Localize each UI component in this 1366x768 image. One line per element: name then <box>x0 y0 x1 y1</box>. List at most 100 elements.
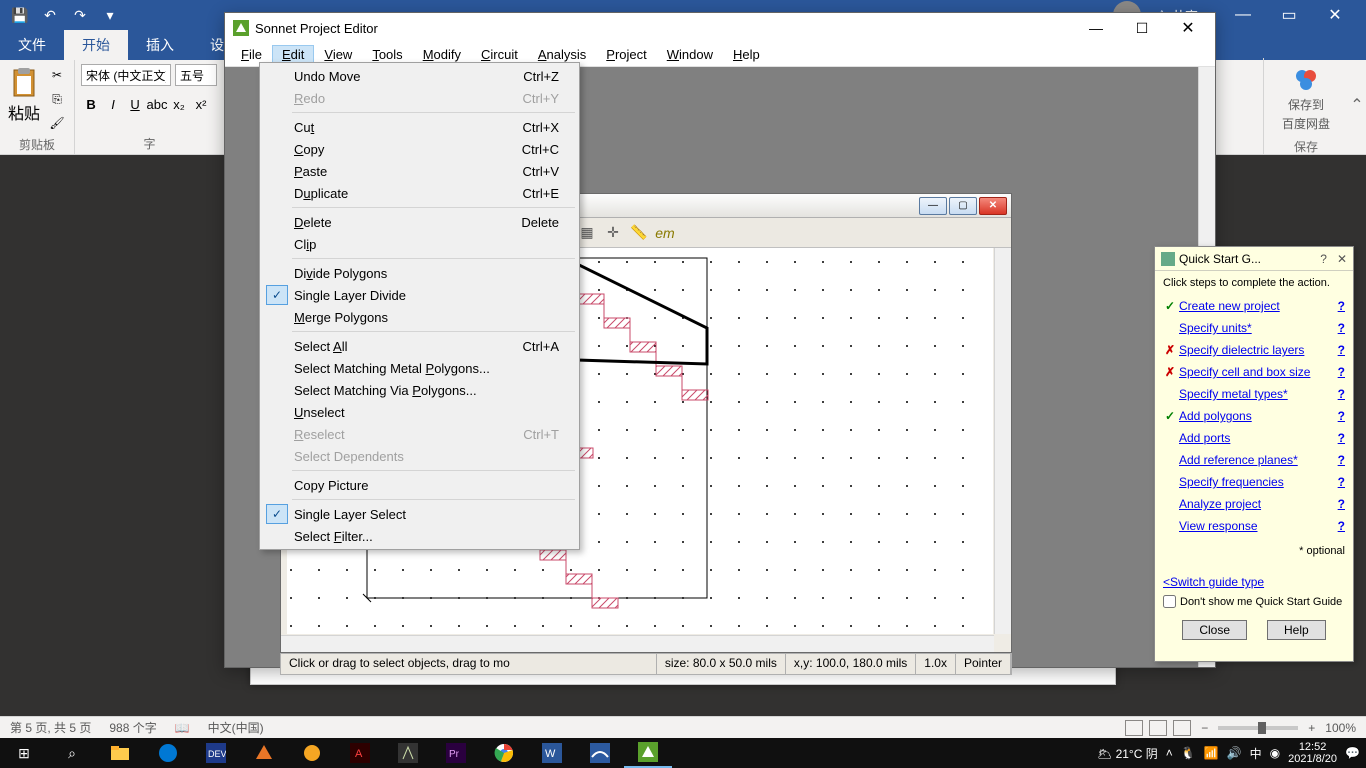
qsg-step-link[interactable]: View response <box>1179 519 1258 533</box>
edit-delete[interactable]: DeleteDelete <box>262 211 577 233</box>
edit-divide-polygons[interactable]: Divide Polygons <box>262 262 577 284</box>
premiere-icon[interactable]: Pr <box>432 738 480 768</box>
qsg-step-help[interactable]: ? <box>1338 431 1345 445</box>
qsg-step-link[interactable]: Add reference planes* <box>1179 453 1298 467</box>
word-icon[interactable]: W <box>528 738 576 768</box>
explorer-icon[interactable] <box>96 738 144 768</box>
minimize-icon[interactable]: — <box>919 197 947 215</box>
sonnet-taskbar-icon[interactable] <box>624 738 672 768</box>
qsg-step-help[interactable]: ? <box>1338 387 1345 401</box>
superscript-button[interactable]: x² <box>191 94 211 114</box>
qsg-step-link[interactable]: Specify metal types* <box>1179 387 1288 401</box>
qsg-switch-link[interactable]: <Switch guide type <box>1163 575 1264 589</box>
qsg-dont-show-input[interactable] <box>1163 595 1176 608</box>
underline-button[interactable]: U <box>125 94 145 114</box>
start-button[interactable]: ⊞ <box>0 738 48 768</box>
app2-icon[interactable] <box>576 738 624 768</box>
weather-widget[interactable]: 🌥 21°C 阴 <box>1097 745 1158 762</box>
qsg-step-help[interactable]: ? <box>1338 519 1345 533</box>
subscript-button[interactable]: x₂ <box>169 94 189 114</box>
edit-paste[interactable]: PasteCtrl+V <box>262 160 577 182</box>
edit-select-matching-metal-polygons-[interactable]: Select Matching Metal Polygons... <box>262 357 577 379</box>
search-icon[interactable]: ⌕ <box>48 738 96 768</box>
close-icon[interactable]: ✕ <box>1337 252 1347 266</box>
qsg-step-help[interactable]: ? <box>1338 343 1345 357</box>
tab-insert[interactable]: 插入 <box>128 30 192 60</box>
qsg-step-help[interactable]: ? <box>1338 321 1345 335</box>
format-painter-icon[interactable]: 🖌 <box>46 112 68 134</box>
qsg-step-link[interactable]: Specify cell and box size <box>1179 365 1310 379</box>
tray-volume-icon[interactable]: 🔊 <box>1227 746 1242 760</box>
bold-button[interactable]: B <box>81 94 101 114</box>
undo-icon[interactable]: ↶ <box>38 3 62 27</box>
qsg-step-help[interactable]: ? <box>1338 453 1345 467</box>
close-icon[interactable]: ✕ <box>979 197 1007 215</box>
qsg-titlebar[interactable]: Quick Start G... ? ✕ <box>1155 247 1353 271</box>
edit-unselect[interactable]: Unselect <box>262 401 577 423</box>
italic-button[interactable]: I <box>103 94 123 114</box>
em-icon[interactable]: em <box>653 221 677 245</box>
edit-single-layer-select[interactable]: ✓Single Layer Select <box>262 503 577 525</box>
tab-home[interactable]: 开始 <box>64 30 128 60</box>
snap-icon[interactable]: ✛ <box>601 221 625 245</box>
qsg-step-link[interactable]: Add polygons <box>1179 409 1252 423</box>
read-mode-icon[interactable] <box>1125 720 1143 736</box>
measure-icon[interactable]: 📏 <box>627 221 651 245</box>
menu-window[interactable]: Window <box>657 45 723 64</box>
tray-app-icon[interactable]: ◉ <box>1270 746 1280 760</box>
copy-icon[interactable]: ⎘ <box>46 88 68 110</box>
edit-undo-move[interactable]: Undo MoveCtrl+Z <box>262 65 577 87</box>
status-word-count[interactable]: 988 个字 <box>109 719 156 736</box>
redo-icon[interactable]: ↷ <box>68 3 92 27</box>
tray-qq-icon[interactable]: 🐧 <box>1181 746 1196 760</box>
save-to-cloud-button[interactable]: 保存到 百度网盘 <box>1270 62 1342 136</box>
save-icon[interactable]: 💾 <box>8 3 32 27</box>
qsg-close-button[interactable]: Close <box>1182 620 1247 640</box>
zoom-out-icon[interactable]: − <box>1201 721 1208 735</box>
font-name-select[interactable] <box>81 64 171 86</box>
status-page[interactable]: 第 5 页, 共 5 页 <box>10 719 91 736</box>
taskbar-clock[interactable]: 12:52 2021/8/20 <box>1288 741 1337 765</box>
menu-project[interactable]: Project <box>596 45 656 64</box>
maximize-icon[interactable]: ▭ <box>1266 0 1312 30</box>
ribbon-collapse-icon[interactable]: ⌃ <box>1348 95 1366 119</box>
edge-icon[interactable] <box>144 738 192 768</box>
qsg-step-help[interactable]: ? <box>1338 497 1345 511</box>
minimize-icon[interactable]: — <box>1073 13 1119 43</box>
edit-select-filter-[interactable]: Select Filter... <box>262 525 577 547</box>
paste-button[interactable]: 粘贴 <box>6 64 42 126</box>
tab-file[interactable]: 文件 <box>0 30 64 60</box>
edit-select-matching-via-polygons-[interactable]: Select Matching Via Polygons... <box>262 379 577 401</box>
maximize-icon[interactable]: ▢ <box>949 197 977 215</box>
qsg-step-link[interactable]: Create new project <box>1179 299 1280 313</box>
qsg-step-help[interactable]: ? <box>1338 299 1345 313</box>
canvas-vscroll[interactable] <box>994 248 1011 634</box>
minimize-icon[interactable]: — <box>1220 0 1266 30</box>
maximize-icon[interactable]: ☐ <box>1119 13 1165 43</box>
edit-cut[interactable]: CutCtrl+X <box>262 116 577 138</box>
qsg-step-help[interactable]: ? <box>1338 365 1345 379</box>
qsg-help-button[interactable]: Help <box>1267 620 1326 640</box>
zoom-in-icon[interactable]: + <box>1308 721 1315 735</box>
print-layout-icon[interactable] <box>1149 720 1167 736</box>
qsg-step-link[interactable]: Specify frequencies <box>1179 475 1284 489</box>
status-language[interactable]: 中文(中国) <box>208 719 264 736</box>
zoom-level[interactable]: 100% <box>1325 721 1356 735</box>
app-icon[interactable] <box>384 738 432 768</box>
tray-chevron-icon[interactable]: ˄ <box>1166 746 1173 760</box>
qsg-dont-show-checkbox[interactable]: Don't show me Quick Start Guide <box>1163 595 1345 608</box>
close-icon[interactable]: ✕ <box>1165 13 1211 43</box>
close-icon[interactable]: ✕ <box>1312 0 1358 30</box>
qat-more-icon[interactable]: ▾ <box>98 3 122 27</box>
tray-network-icon[interactable]: 📶 <box>1204 746 1219 760</box>
notifications-icon[interactable]: 💬 <box>1345 746 1360 760</box>
edit-clip[interactable]: Clip <box>262 233 577 255</box>
canvas-hscroll[interactable] <box>281 635 994 652</box>
matlab-icon[interactable] <box>240 738 288 768</box>
qsg-step-link[interactable]: Analyze project <box>1179 497 1261 511</box>
origin-icon[interactable] <box>288 738 336 768</box>
qsg-step-help[interactable]: ? <box>1338 409 1345 423</box>
sonnet-titlebar[interactable]: Sonnet Project Editor — ☐ ✕ <box>225 13 1215 43</box>
status-spellcheck-icon[interactable]: 📖 <box>175 721 190 735</box>
qsg-step-link[interactable]: Specify dielectric layers <box>1179 343 1304 357</box>
